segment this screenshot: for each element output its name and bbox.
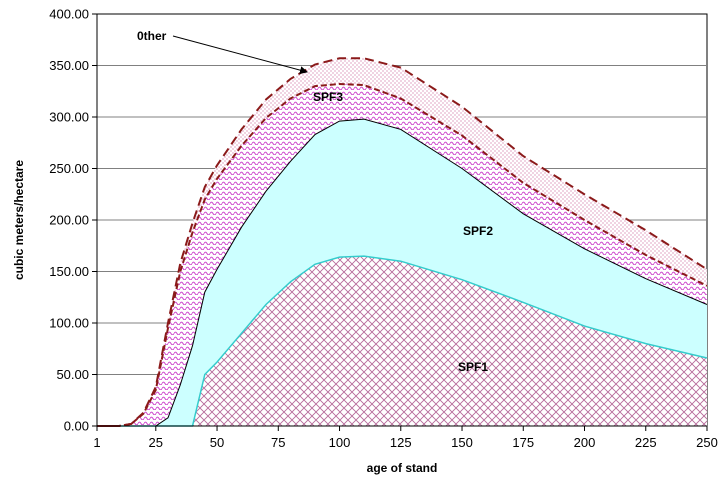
- y-tick-label: 400.00: [49, 7, 89, 22]
- annotation-spf2: SPF2: [463, 224, 493, 238]
- y-tick-label: 200.00: [49, 213, 89, 228]
- x-tick-label: 175: [512, 435, 534, 450]
- x-tick-label: 1: [93, 435, 100, 450]
- y-axis-ticks: 0.00 50.00 100.00 150.00 200.00 250.00 300.00 3…: [49, 7, 97, 434]
- x-tick-label: 75: [271, 435, 285, 450]
- area-spf3: [97, 84, 707, 426]
- x-tick-label: 125: [390, 435, 412, 450]
- x-axis-ticks: 1 25 50 75 100 125 150 175 200 225 250: [93, 426, 718, 450]
- y-tick-label: 150.00: [49, 264, 89, 279]
- x-tick-label: 200: [574, 435, 596, 450]
- stacked-areas: [97, 58, 707, 427]
- x-tick-label: 150: [451, 435, 473, 450]
- y-axis-title: cubic meters/hectare: [12, 160, 26, 280]
- annotation-spf3: SPF3: [313, 90, 343, 104]
- x-tick-label: 250: [696, 435, 718, 450]
- annotation-arrow: [172, 35, 308, 75]
- line-other: [97, 57, 708, 427]
- annotations: 0ther SPF3 SPF2 SPF1: [137, 29, 493, 374]
- x-tick-label: 50: [210, 435, 224, 450]
- x-tick-label: 225: [635, 435, 657, 450]
- x-axis-title: age of stand: [367, 461, 438, 475]
- y-tick-label: 250.00: [49, 161, 89, 176]
- x-tick-label: 25: [149, 435, 163, 450]
- y-tick-label: 350.00: [49, 58, 89, 73]
- annotation-other: 0ther: [137, 29, 167, 43]
- y-tick-label: 300.00: [49, 110, 89, 125]
- area-spf1: [97, 256, 707, 426]
- x-tick-label: 100: [329, 435, 351, 450]
- y-tick-label: 50.00: [56, 367, 89, 382]
- y-tick-label: 100.00: [49, 316, 89, 331]
- y-tick-label: 0.00: [64, 419, 89, 434]
- area-spf2: [97, 119, 707, 426]
- annotation-spf1: SPF1: [458, 360, 488, 374]
